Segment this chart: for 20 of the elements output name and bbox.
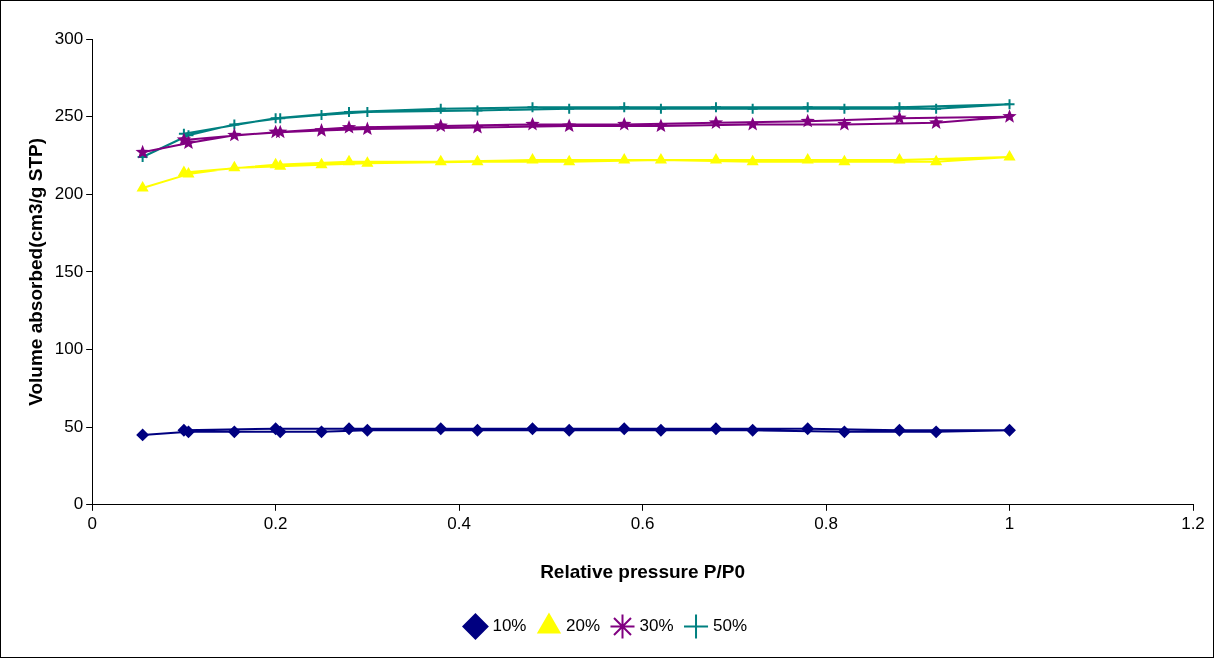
x-tick-label: 0.4	[447, 513, 471, 533]
y-tick-label: 50	[64, 416, 84, 436]
x-axis-title: Relative pressure P/P0	[540, 560, 746, 582]
y-tick-label: 300	[54, 28, 84, 48]
y-axis-title: Volume absorbed(cm3/g STP)	[24, 137, 46, 406]
y-tick-label: 250	[54, 106, 84, 126]
x-tick-label: 0.8	[814, 513, 838, 533]
legend-label: 50%	[713, 616, 748, 636]
legend-label: 10%	[492, 616, 527, 636]
legend-label: 30%	[639, 616, 674, 636]
legend-label: 20%	[565, 616, 601, 636]
x-tick-label: 0.2	[263, 513, 288, 533]
x-tick-label: 1.2	[1181, 513, 1205, 533]
x-tick-label: 0	[87, 513, 97, 533]
y-tick-label: 200	[54, 183, 84, 203]
y-tick-label: 150	[54, 261, 84, 281]
x-tick-label: 1	[1004, 513, 1015, 533]
x-tick-label: 0.6	[630, 513, 655, 533]
y-tick-label: 100	[54, 339, 84, 359]
y-tick-label: 0	[73, 494, 84, 514]
